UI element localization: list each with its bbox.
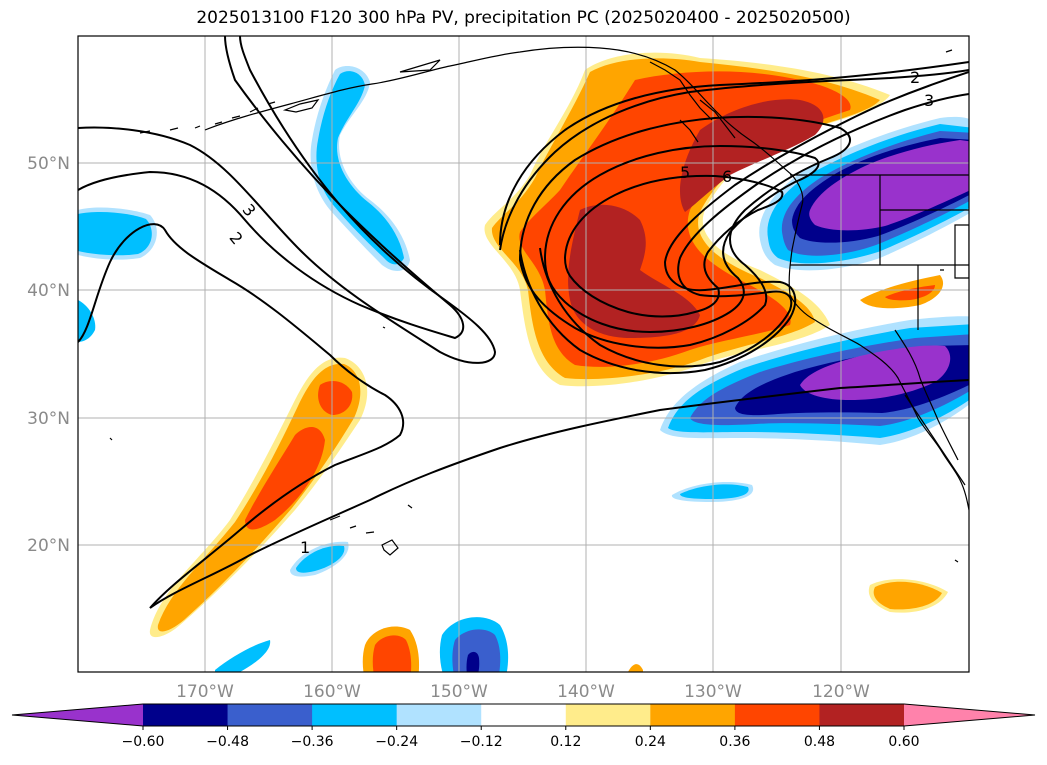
colorbar-segment	[650, 704, 736, 726]
colorbar-tick-label: 0.48	[804, 734, 835, 750]
positive-anomaly-core-north	[680, 99, 824, 212]
colorbar: −0.60 −0.48 −0.36 −0.24 −0.12 0.12 0.24 0.36 0.4…	[11, 703, 1036, 750]
plot-frame	[77, 35, 970, 673]
colorbar-extend-high	[904, 704, 1035, 726]
pv-contour-3	[78, 36, 497, 364]
negative-blob-south-center-blue	[452, 629, 501, 672]
pv-contour-3-east	[539, 93, 969, 368]
colorbar-tick-label: −0.48	[206, 734, 249, 750]
longitude-label: 150°W	[430, 682, 488, 702]
colorbar-tick-label: −0.60	[122, 734, 165, 750]
positive-anomaly-core-south	[568, 204, 700, 338]
negative-band-west-cyan	[316, 71, 404, 265]
negative-blob-mid-cyan	[680, 484, 749, 499]
pv-contour-3-north	[499, 69, 969, 251]
positive-blob-east-orange	[873, 581, 942, 610]
contour-label: 6	[722, 167, 732, 186]
colorbar-tick-label: −0.36	[291, 734, 334, 750]
latitude-label: 20°N	[27, 536, 70, 556]
colorbar-tick-label: 0.36	[719, 734, 750, 750]
colorbar-segment	[312, 704, 398, 726]
coastlines	[109, 46, 969, 563]
colorbar-segment	[143, 704, 229, 726]
longitude-labels: 170°W 160°W 150°W 140°W 130°W 120°W	[176, 682, 870, 702]
pv-contour-2-north	[499, 61, 969, 246]
colorbar-segment	[481, 704, 567, 726]
colorbar-segment	[227, 704, 313, 726]
contour-label: 3	[924, 91, 934, 110]
subtropical-positive-band-red	[245, 426, 325, 530]
longitude-label: 130°W	[684, 682, 742, 702]
contour-label: 1	[300, 538, 310, 557]
negative-blob-southwest	[215, 640, 271, 672]
negative-blob-south-center-navy	[466, 651, 480, 672]
latitude-label: 50°N	[27, 154, 70, 174]
latitude-label: 30°N	[27, 409, 70, 429]
pv-contour-1	[149, 379, 969, 609]
pv-contour-2	[78, 36, 465, 340]
positive-blob-south-red	[372, 635, 412, 672]
pv-contour-2-east	[519, 71, 969, 375]
negative-west-edge-lower	[78, 300, 96, 342]
colorbar-extend-low	[12, 704, 143, 726]
colorbar-tick-label: −0.24	[375, 734, 418, 750]
map-title: 2025013100 F120 300 hPa PV, precipitatio…	[196, 8, 851, 28]
pv-contour-6	[563, 174, 784, 318]
pv-contour-4	[518, 115, 852, 349]
positive-blob-south-edge	[628, 664, 643, 672]
colorbar-tick-label: −0.12	[460, 734, 503, 750]
latitude-labels: 50°N 40°N 30°N 20°N	[27, 154, 70, 556]
colorbar-segment	[565, 704, 651, 726]
subtropical-positive-band-red-north	[318, 380, 353, 415]
colorbar-tick-label: 0.60	[888, 734, 919, 750]
longitude-label: 120°W	[812, 682, 870, 702]
longitude-label: 170°W	[176, 682, 234, 702]
colorbar-tick-label: 0.24	[635, 734, 666, 750]
contour-label: 5	[680, 163, 690, 182]
negative-west-edge-cyan	[78, 211, 152, 256]
contour-label: 2	[910, 68, 920, 87]
colorbar-tick-label: 0.12	[550, 734, 581, 750]
positive-blob-coast-red	[885, 285, 935, 301]
pv-contour-1-upper	[78, 223, 405, 609]
longitude-label: 160°W	[303, 682, 361, 702]
latitude-label: 40°N	[27, 281, 70, 301]
colorbar-segment	[819, 704, 905, 726]
pv-contours	[78, 36, 969, 609]
map-layers: 1 2 3 2 3 5 6	[78, 36, 969, 672]
colorbar-segment	[396, 704, 482, 726]
longitude-label: 140°W	[557, 682, 615, 702]
colorbar-segment	[734, 704, 820, 726]
